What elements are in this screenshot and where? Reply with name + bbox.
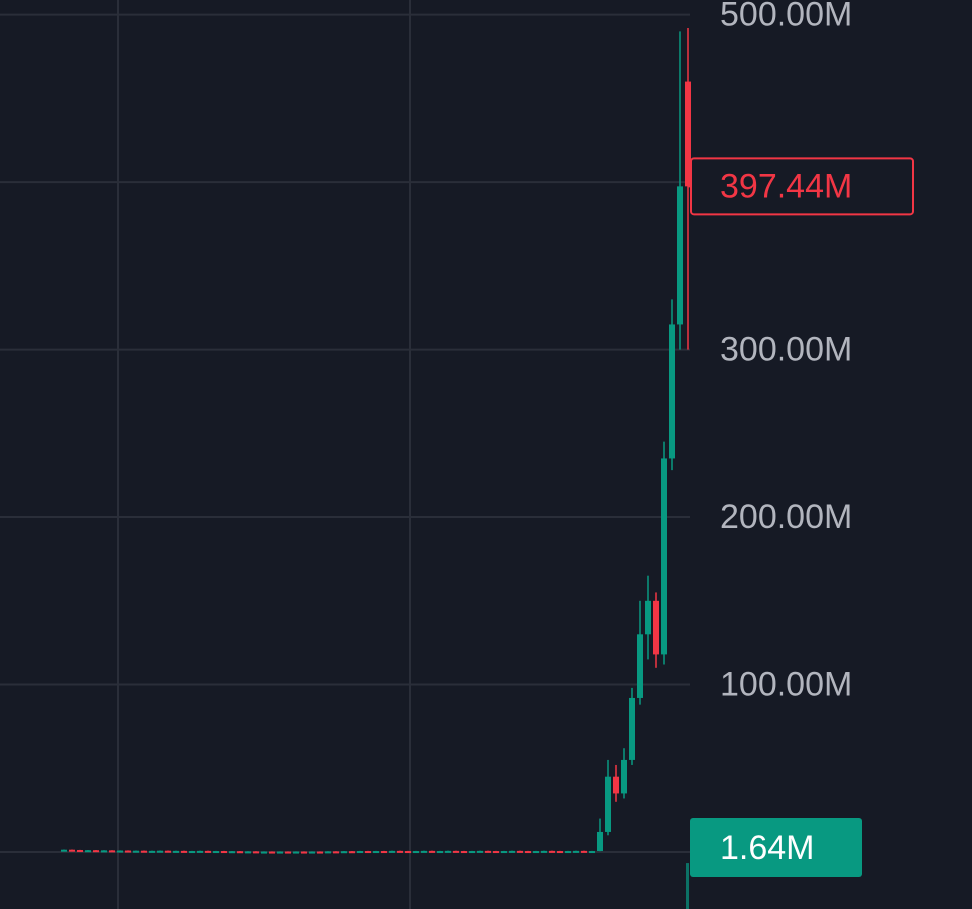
candle-body	[573, 850, 579, 853]
candle-body	[629, 697, 635, 760]
candle-body	[477, 850, 483, 853]
candle-body	[589, 851, 595, 854]
candle-body	[293, 851, 299, 854]
y-tick-label: 300.00M	[720, 331, 852, 369]
candle-body	[221, 851, 227, 854]
candle-body	[493, 851, 499, 854]
price-label-box	[690, 157, 914, 216]
candle-body	[389, 850, 395, 853]
y-tick-label: 100.00M	[720, 666, 852, 704]
candle-body	[133, 850, 139, 853]
candle-body	[253, 851, 259, 854]
volume-bar	[686, 863, 689, 909]
candle-body	[237, 851, 243, 854]
candle-body	[285, 851, 291, 854]
candle-body	[85, 850, 91, 853]
candle-body	[93, 850, 99, 853]
candle-body	[325, 851, 331, 854]
candle-body	[213, 851, 219, 854]
candle-body	[525, 851, 531, 854]
candle-body	[597, 831, 603, 852]
candle-body	[621, 759, 627, 794]
candle-body	[101, 850, 107, 853]
candle-body	[277, 851, 283, 854]
candle-body	[413, 851, 419, 854]
candle-body	[309, 851, 315, 854]
candle-body	[229, 851, 235, 854]
candle-body	[541, 850, 547, 853]
candle-body	[653, 600, 659, 655]
candle-body	[197, 850, 203, 853]
candle-body	[685, 81, 691, 187]
candle-body	[557, 851, 563, 854]
candle-body	[125, 850, 131, 853]
candle-body	[301, 851, 307, 854]
candle-body	[485, 850, 491, 853]
candle-body	[405, 851, 411, 854]
candle-body	[333, 851, 339, 854]
candle-body	[469, 851, 475, 854]
candle-body	[461, 851, 467, 854]
candle-body	[349, 851, 355, 854]
candle-body	[341, 851, 347, 854]
candle-body	[645, 600, 651, 635]
candle-body	[429, 850, 435, 853]
y-tick-label: 500.00M	[720, 0, 852, 34]
candle-body	[549, 850, 555, 853]
candle-body	[565, 851, 571, 854]
candle-body	[613, 776, 619, 794]
candle-body	[517, 850, 523, 853]
candle-body	[149, 850, 155, 853]
candle-body	[261, 851, 267, 854]
candle-body	[77, 850, 83, 853]
candle-body	[157, 850, 163, 853]
candle-body	[269, 851, 275, 854]
candle-body	[677, 186, 683, 325]
candle-body	[605, 776, 611, 832]
candle-body	[661, 458, 667, 655]
candle-body	[61, 849, 67, 852]
candle-body	[117, 850, 123, 853]
candle-body	[421, 850, 427, 853]
candle-body	[509, 850, 515, 853]
candle-body	[637, 634, 643, 698]
volume-label-box	[690, 818, 862, 877]
y-tick-label: 200.00M	[720, 498, 852, 536]
candle-body	[373, 851, 379, 854]
candle-body	[141, 850, 147, 853]
candle-body	[445, 850, 451, 853]
candle-body	[669, 324, 675, 459]
price-label: 397.44M	[720, 167, 852, 205]
candle-body	[357, 851, 363, 854]
candle-body	[533, 851, 539, 854]
candle-body	[69, 849, 75, 852]
candle-body	[581, 850, 587, 853]
candle-body	[189, 851, 195, 854]
candle-body	[397, 850, 403, 853]
candle-body	[437, 851, 443, 854]
candle-body	[501, 851, 507, 854]
candle-body	[165, 850, 171, 853]
candle-body	[205, 850, 211, 853]
volume-label: 1.64M	[720, 829, 815, 867]
candle-body	[245, 851, 251, 854]
candle-body	[109, 850, 115, 853]
candle-body	[381, 851, 387, 854]
candle-body	[181, 850, 187, 853]
candle-body	[453, 850, 459, 853]
candle-body	[317, 851, 323, 854]
candle-body	[365, 851, 371, 854]
candle-body	[173, 850, 179, 853]
